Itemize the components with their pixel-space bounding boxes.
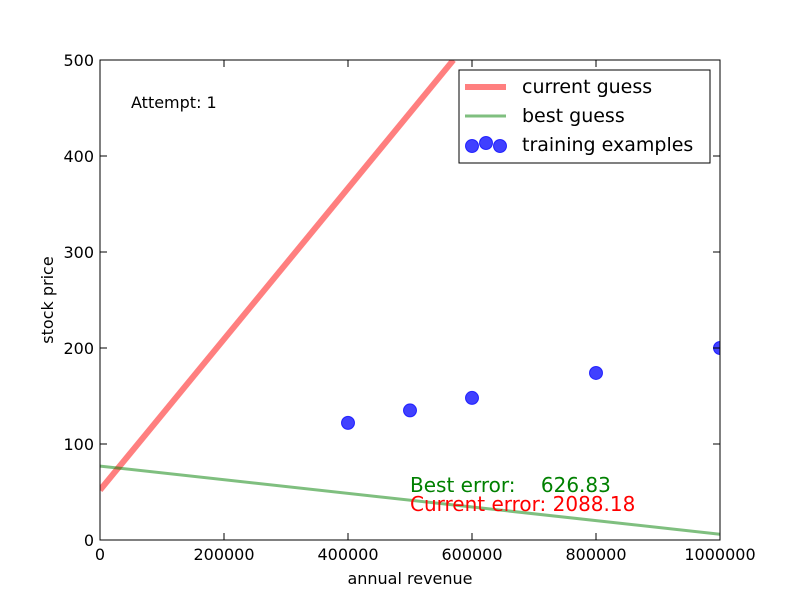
series-line-best-guess (100, 464, 720, 536)
data-point (465, 390, 479, 405)
ticks-layer: 0 200000 400000 600000 800000 1000000 0 100 200 3… (63, 51, 755, 564)
y-axis-label: stock price (38, 256, 57, 343)
y-tick-label: 300 (63, 243, 94, 262)
y-tick-label: 100 (63, 435, 94, 454)
x-tick-label: 400000 (317, 545, 378, 564)
best-error-annotation: Best error: 626.83 (410, 473, 611, 497)
x-tick-label: 600000 (441, 545, 502, 564)
x-axis-label: annual revenue (347, 569, 472, 588)
y-tick-label: 400 (63, 147, 94, 166)
legend-marker-training-3 (493, 139, 507, 153)
series-line-current-guess (100, 60, 456, 492)
y-tick-label: 0 (84, 531, 94, 550)
y-tick-label: 200 (63, 339, 94, 358)
data-point (341, 415, 355, 430)
series-layer (100, 60, 720, 536)
x-tick-label: 200000 (193, 545, 254, 564)
legend-label-current-guess: current guess (522, 76, 652, 98)
legend: current guess best guess training exampl… (458, 69, 711, 164)
axes-frame (99, 59, 721, 541)
x-tick-label: 0 (95, 545, 105, 564)
current-error-annotation: Current error: 2088.18 (410, 492, 635, 516)
legend-marker-training-1 (465, 139, 479, 153)
data-point (589, 365, 603, 380)
x-tick-label: 1000000 (684, 545, 755, 564)
data-point (403, 403, 417, 418)
legend-label-training-examples: training examples (522, 134, 693, 156)
legend-label-best-guess: best guess (522, 105, 625, 127)
attempt-annotation: Attempt: 1 (131, 93, 217, 112)
y-tick-label: 500 (63, 51, 94, 70)
x-tick-label: 800000 (565, 545, 626, 564)
legend-marker-training-2 (479, 136, 493, 150)
